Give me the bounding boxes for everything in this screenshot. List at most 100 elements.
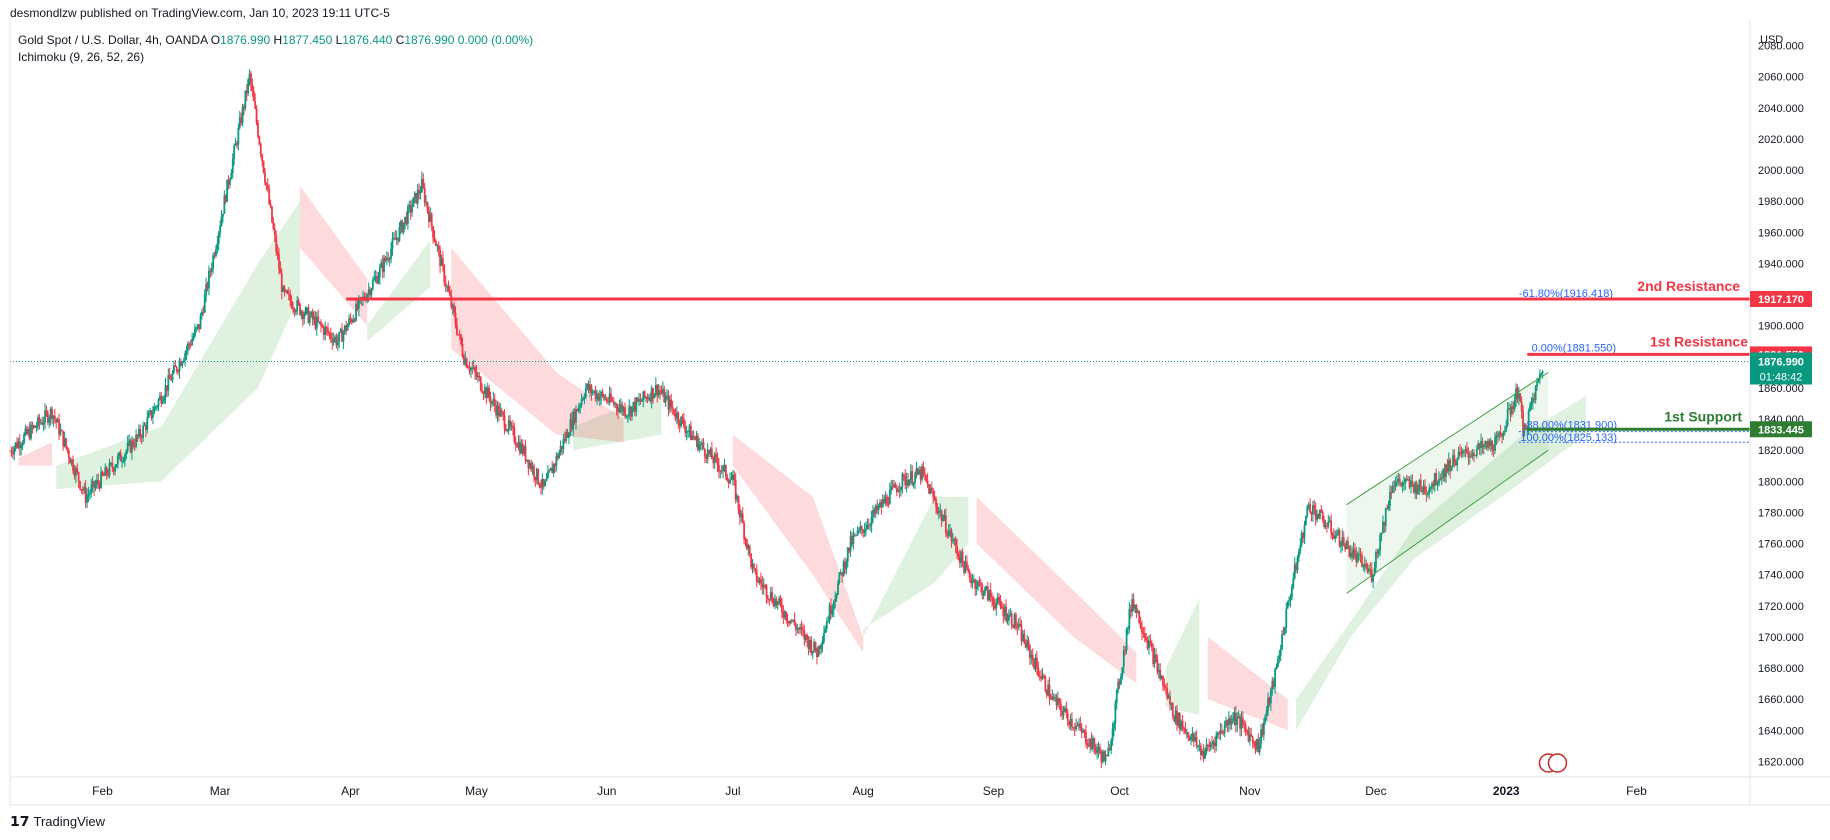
candle-body <box>1125 629 1128 651</box>
candle-body <box>653 393 656 399</box>
candle-body <box>505 428 507 431</box>
candle-body <box>893 483 895 487</box>
candle-body <box>98 483 101 488</box>
candle-body <box>551 467 554 474</box>
candle-body <box>198 324 201 330</box>
candle-body <box>447 286 450 292</box>
candle-body <box>1064 707 1066 712</box>
candle-body <box>1424 485 1426 494</box>
candle-body <box>1417 490 1419 494</box>
chart-legend: Gold Spot / U.S. Dollar, 4h, OANDA O1876… <box>18 32 533 66</box>
candle-body <box>390 248 392 259</box>
candle-body <box>601 392 604 396</box>
candle-body <box>437 245 440 250</box>
candle-body <box>1513 399 1516 409</box>
candle-body <box>1106 754 1108 757</box>
candle-body <box>1141 627 1143 633</box>
candle-body <box>1362 566 1365 568</box>
candle-body <box>720 470 723 472</box>
candle-body <box>751 563 754 568</box>
candle-body <box>166 385 168 391</box>
candle-body <box>1517 393 1520 399</box>
y-tick-label: 2080.000 <box>1758 41 1804 53</box>
candle-body <box>1177 713 1180 726</box>
candle-body <box>900 486 902 491</box>
candle-body <box>883 499 886 504</box>
symbol-title[interactable]: Gold Spot / U.S. Dollar, 4h, OANDA <box>18 33 208 47</box>
candle-body <box>667 395 670 410</box>
candle-body <box>897 489 900 493</box>
candle-body <box>584 387 587 398</box>
candle-body <box>839 572 842 574</box>
candle-body <box>93 481 95 489</box>
candle-body <box>566 432 569 438</box>
candle-body <box>367 289 370 295</box>
candle-body <box>418 189 420 194</box>
candle-body <box>902 473 905 476</box>
candle-body <box>617 408 619 412</box>
candle-body <box>1027 640 1030 646</box>
candle-body <box>993 605 996 609</box>
y-tick-label: 1820.000 <box>1758 445 1804 457</box>
candle-body <box>498 405 500 417</box>
candle-body <box>1453 455 1456 463</box>
candle-body <box>1166 688 1169 699</box>
candle-body <box>247 79 250 94</box>
candle-body <box>475 372 478 378</box>
candle-body <box>1185 732 1188 734</box>
candle-body <box>1426 494 1429 496</box>
candle-body <box>1281 633 1283 650</box>
candle-body <box>1087 745 1090 747</box>
candle-body <box>1286 601 1289 609</box>
candle-body <box>1047 684 1050 696</box>
candle-body <box>895 488 898 493</box>
brand-footer[interactable]: 𝟭𝟳 TradingView <box>10 813 105 830</box>
indicator-label[interactable]: Ichimoku (9, 26, 52, 26) <box>18 50 145 64</box>
candle-body <box>1176 710 1178 726</box>
candle-body <box>621 404 624 412</box>
candle-body <box>173 365 175 373</box>
candle-body <box>1062 711 1065 716</box>
candle-body <box>905 480 908 486</box>
candle-body <box>795 624 797 630</box>
candle-body <box>991 597 993 600</box>
candle-body <box>1303 524 1306 539</box>
candle-body <box>229 179 231 185</box>
candle-body <box>544 480 547 487</box>
candle-body <box>1169 695 1171 705</box>
high-label: H <box>273 33 283 47</box>
candle-body <box>624 407 626 417</box>
candle-body <box>731 474 734 480</box>
candle-body <box>199 315 202 330</box>
candle-body <box>194 329 196 337</box>
candle-body <box>1524 424 1527 430</box>
candle-body <box>306 307 308 309</box>
candle-body <box>1482 444 1485 448</box>
candle-body <box>213 255 216 257</box>
candle-body <box>133 446 136 448</box>
candle-body <box>369 289 371 296</box>
candle-body <box>234 143 237 146</box>
candle-body <box>1237 716 1240 718</box>
candle-body <box>1066 713 1069 722</box>
candle-body <box>1459 451 1461 453</box>
candle-body <box>140 437 143 439</box>
candle-body <box>587 383 590 391</box>
candle-body <box>1171 703 1174 717</box>
candle-body <box>1114 702 1117 724</box>
candle-body <box>736 495 739 500</box>
candle-body <box>869 525 872 527</box>
brand-name: TradingView <box>33 814 106 829</box>
candle-body <box>972 579 975 581</box>
candle-body <box>1146 639 1149 649</box>
candle-body <box>1506 409 1509 426</box>
candle-body <box>180 361 182 366</box>
candle-body <box>427 210 430 222</box>
candle-body <box>1086 743 1089 746</box>
candle-body <box>1468 455 1471 458</box>
candle-body <box>212 255 215 269</box>
candle-body <box>1310 511 1313 515</box>
candle-body <box>63 438 66 447</box>
candle-body <box>188 343 191 345</box>
